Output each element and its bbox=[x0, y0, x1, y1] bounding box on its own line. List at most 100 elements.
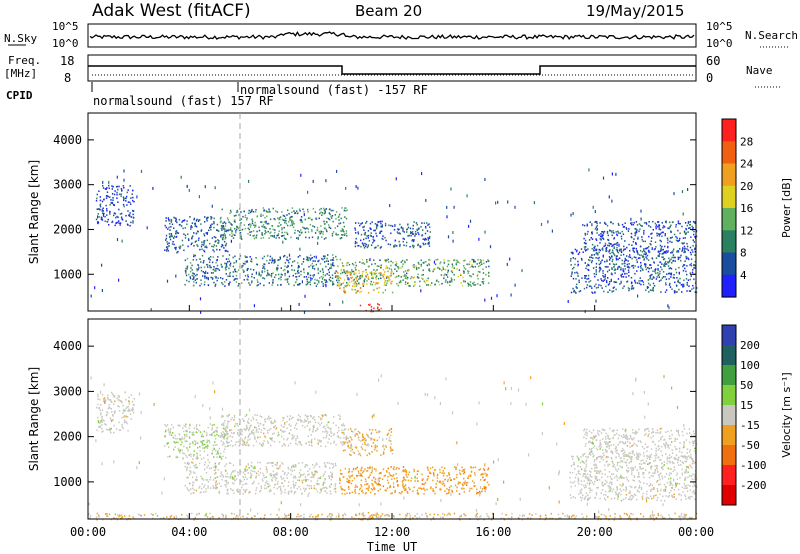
echo-cell bbox=[392, 449, 394, 451]
echo-cell bbox=[251, 218, 253, 221]
echo-cell bbox=[190, 226, 192, 228]
echo-cell bbox=[590, 261, 593, 264]
echo-cell bbox=[204, 246, 206, 248]
echo-cell bbox=[319, 263, 322, 265]
echo-cell bbox=[211, 432, 213, 435]
echo-cell bbox=[252, 418, 255, 420]
echo-cell bbox=[361, 443, 364, 445]
echo-cell bbox=[310, 264, 312, 267]
echo-cell bbox=[127, 189, 129, 191]
echo-cell bbox=[393, 246, 395, 248]
echo-cell bbox=[363, 263, 365, 265]
echo-cell bbox=[604, 274, 606, 276]
echo-cell bbox=[689, 223, 692, 226]
echo-cell bbox=[352, 285, 354, 287]
echo-cell bbox=[340, 283, 342, 286]
echo-cell bbox=[584, 232, 586, 235]
echo-cell bbox=[469, 219, 472, 223]
echo-cell bbox=[343, 271, 345, 273]
echo-cell bbox=[379, 488, 381, 491]
echo-cell bbox=[595, 257, 597, 259]
echo-cell bbox=[659, 228, 662, 231]
echo-cell bbox=[215, 487, 217, 490]
echo-cell bbox=[432, 471, 435, 474]
echo-cell bbox=[607, 266, 609, 268]
echo-cell bbox=[242, 215, 244, 218]
echo-cell bbox=[257, 436, 259, 439]
echo-cell bbox=[282, 269, 285, 272]
echo-cell bbox=[114, 410, 116, 413]
echo-cell bbox=[678, 266, 680, 269]
echo-cell bbox=[249, 226, 252, 228]
echo-cell bbox=[109, 210, 111, 213]
echo-cell bbox=[309, 428, 311, 430]
echo-cell bbox=[182, 227, 184, 230]
echo-cell bbox=[347, 471, 350, 473]
echo-cell bbox=[603, 290, 605, 293]
echo-cell bbox=[639, 265, 642, 268]
echo-cell bbox=[253, 237, 256, 240]
echo-cell bbox=[219, 221, 222, 224]
echo-cell bbox=[319, 424, 321, 426]
echo-cell bbox=[320, 211, 322, 213]
echo-cell bbox=[273, 260, 276, 263]
echo-cell bbox=[447, 478, 449, 481]
echo-cell bbox=[254, 226, 256, 228]
echo-cell bbox=[113, 403, 115, 405]
echo-cell bbox=[263, 266, 265, 268]
echo-cell bbox=[357, 470, 360, 473]
echo-cell bbox=[117, 216, 119, 219]
echo-cell bbox=[194, 241, 197, 243]
echo-cell bbox=[343, 269, 345, 271]
echo-cell bbox=[648, 291, 650, 293]
echo-cell bbox=[200, 491, 202, 493]
echo-cell bbox=[303, 276, 305, 278]
echo-cell bbox=[368, 240, 371, 242]
echo-cell bbox=[250, 260, 252, 262]
echo-cell bbox=[278, 230, 280, 232]
echo-cell bbox=[602, 249, 604, 251]
echo-cell bbox=[222, 475, 224, 477]
echo-cell bbox=[366, 220, 368, 223]
echo-cell bbox=[296, 212, 299, 215]
echo-cell bbox=[108, 187, 110, 190]
echo-cell bbox=[383, 452, 385, 455]
echo-cell bbox=[595, 493, 598, 496]
echo-cell bbox=[255, 440, 258, 443]
echo-cell bbox=[308, 429, 311, 431]
echo-cell bbox=[345, 285, 347, 287]
echo-cell bbox=[107, 429, 109, 431]
echo-cell bbox=[688, 285, 690, 287]
echo-cell bbox=[267, 211, 269, 213]
echo-cell bbox=[279, 216, 282, 218]
echo-cell bbox=[359, 488, 361, 491]
echo-cell bbox=[407, 282, 409, 285]
echo-cell bbox=[101, 393, 104, 396]
echo-cell bbox=[412, 276, 414, 279]
echo-cell bbox=[101, 424, 103, 426]
echo-cell bbox=[388, 429, 390, 432]
echo-cell bbox=[112, 414, 114, 416]
echo-cell bbox=[618, 257, 621, 259]
echo-cell bbox=[387, 434, 389, 436]
echo-cell bbox=[173, 235, 176, 238]
echo-cell bbox=[260, 275, 262, 277]
echo-cell bbox=[262, 224, 265, 226]
echo-cell bbox=[664, 263, 667, 266]
echo-cell bbox=[219, 475, 222, 478]
echo-cell bbox=[374, 229, 376, 232]
echo-cell bbox=[292, 274, 294, 277]
echo-cell bbox=[440, 261, 442, 263]
echo-cell bbox=[694, 222, 696, 225]
echo-cell bbox=[105, 399, 107, 402]
echo-cell bbox=[412, 233, 414, 235]
echo-cell bbox=[205, 431, 208, 434]
echo-cell bbox=[225, 268, 227, 271]
echo-cell bbox=[638, 282, 641, 285]
echo-cell bbox=[180, 225, 183, 227]
echo-cell bbox=[420, 245, 422, 248]
echo-cell bbox=[201, 243, 203, 246]
echo-cell bbox=[188, 280, 190, 283]
echo-cell bbox=[208, 261, 211, 263]
echo-cell bbox=[311, 236, 314, 239]
